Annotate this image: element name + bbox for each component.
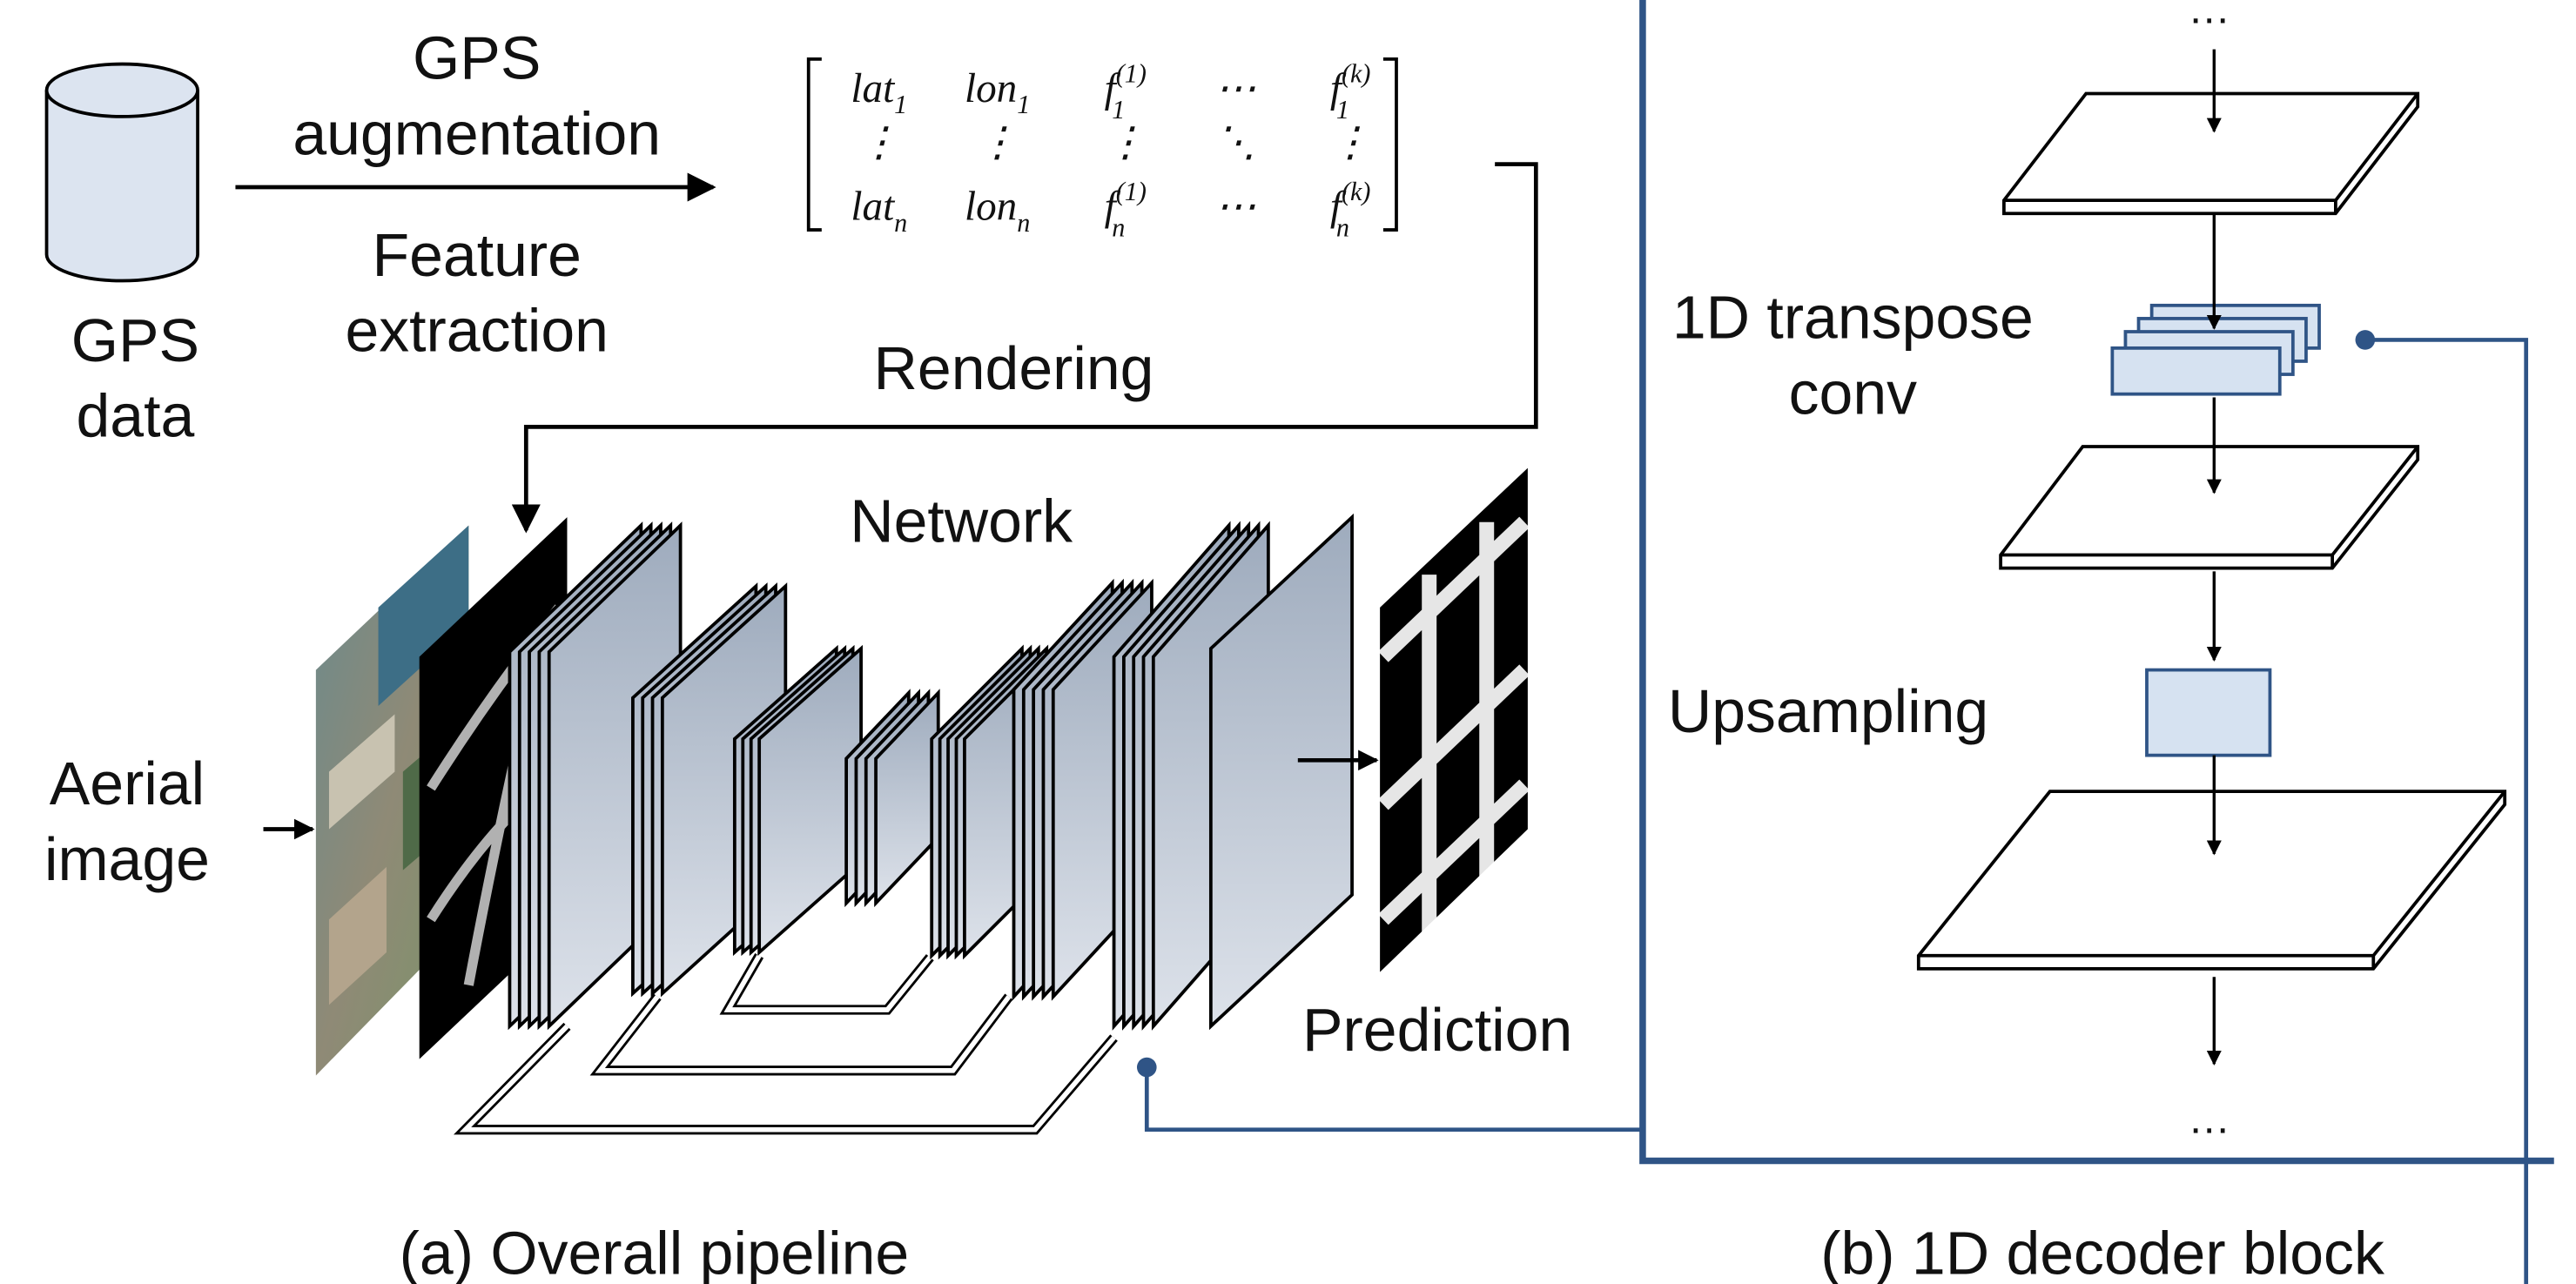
arrow-label: augmentation (293, 99, 661, 167)
matrix-cell: f(k)n (1330, 177, 1371, 242)
cell-sub: 1 (894, 90, 907, 119)
cell-text: ⋮ (1105, 120, 1146, 165)
cell-sub: 1 (1017, 90, 1030, 119)
cell-sub: n (1112, 213, 1125, 243)
matrix-cell: lon1 (965, 66, 1030, 119)
connector-dot (2356, 330, 2376, 350)
matrix-cell: ⋯ (1215, 185, 1256, 230)
bracket (1383, 59, 1396, 230)
ellipsis: … (2188, 1095, 2230, 1142)
prediction-label: Prediction (1302, 996, 1572, 1064)
cell-sub: n (894, 208, 907, 238)
arrow-label: Feature (373, 221, 582, 289)
matrix-cell: lat1 (851, 66, 907, 119)
network-label: Network (850, 487, 1073, 555)
matrix-cell: ⋮ (1330, 120, 1371, 165)
cell-text: ⋮ (1330, 120, 1371, 165)
cell-sup: (k) (1342, 58, 1370, 88)
gps-data-label: data (76, 382, 194, 450)
matrix-cell: f(1)1 (1105, 58, 1147, 124)
bracket (809, 59, 822, 230)
matrix-cell: lonn (965, 185, 1030, 238)
cell-text: ⋮ (977, 120, 1018, 165)
matrix-cell: ⋱ (1215, 120, 1256, 165)
matrix-cell: ⋯ (1215, 66, 1256, 111)
decoder-blocks (1919, 94, 2505, 969)
cell-text: lon (965, 66, 1017, 111)
connector-dot (1137, 1058, 1157, 1078)
cell-text: lat (851, 185, 896, 230)
transpose-label: conv (1789, 359, 1917, 427)
cell-text: ⋯ (1215, 185, 1256, 230)
matrix-cell: ⋮ (858, 120, 899, 165)
cell-text: lat (851, 66, 896, 111)
input-label: image (44, 825, 210, 893)
input-label: Aerial (50, 750, 205, 817)
gps-data-label: GPS (71, 306, 199, 374)
cell-text: lon (965, 185, 1017, 230)
upsampling-label: Upsampling (1668, 677, 1988, 745)
prediction-image (1380, 468, 1528, 972)
network-layers (509, 517, 1352, 1026)
matrix-cell: ⋮ (1105, 120, 1146, 165)
cell-sup: (k) (1342, 177, 1370, 206)
arrow-label: extraction (345, 297, 608, 365)
matrix-cell: ⋮ (977, 120, 1018, 165)
database-icon (47, 64, 198, 281)
caption: (a) Overall pipeline (400, 1220, 910, 1284)
cell-sub: n (1017, 208, 1030, 238)
caption: (b) 1D decoder block (1820, 1220, 2384, 1284)
ellipsis: … (2188, 0, 2230, 32)
cell-sup: (1) (1116, 177, 1147, 206)
cell-sup: (1) (1116, 58, 1147, 88)
cell-sub: n (1336, 213, 1349, 243)
matrix-cell: f(k)1 (1330, 58, 1371, 124)
cell-text: ⋱ (1215, 120, 1256, 165)
cell-text: ⋮ (858, 120, 899, 165)
connector (1147, 1067, 1643, 1130)
rendering-label: Rendering (874, 334, 1154, 402)
upsampling-block (2147, 670, 2270, 756)
matrix-cell: latn (851, 185, 907, 238)
figure: GPS data GPS augmentation Feature extrac… (0, 0, 2576, 1284)
arrow-label: GPS (413, 24, 541, 92)
transpose-label: 1D transpose (1672, 284, 2034, 352)
matrix-cell: f(1)n (1105, 177, 1147, 242)
transpose-conv-block (2112, 306, 2319, 394)
page: { "gps_source": {"lines": ["GPS", "data"… (0, 0, 2576, 1284)
cell-text: ⋯ (1215, 66, 1256, 111)
